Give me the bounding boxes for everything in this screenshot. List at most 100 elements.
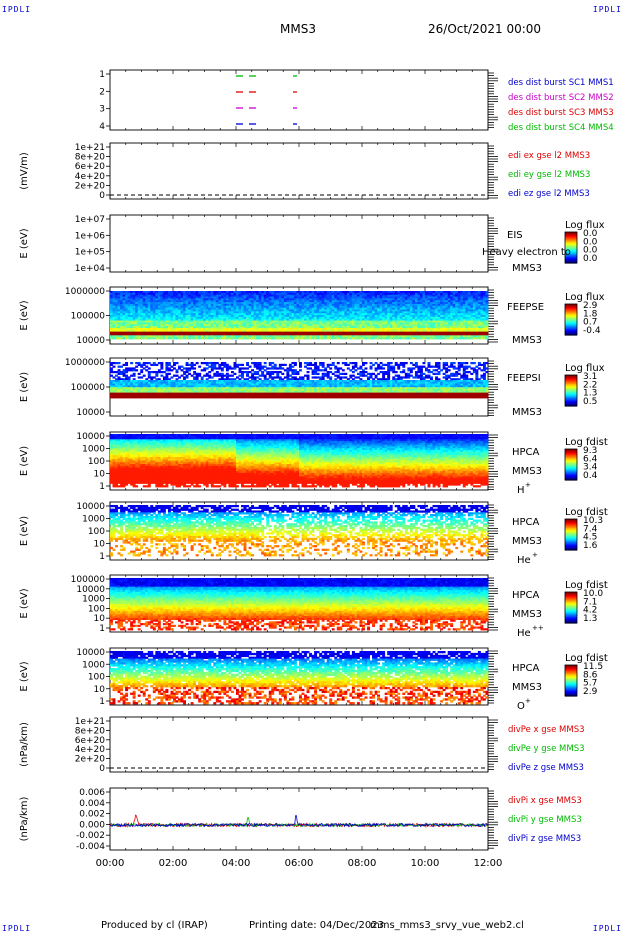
panel6-ytick: 10000 [76, 502, 105, 512]
panel7-ytick: 10 [94, 614, 106, 624]
panel10-ylabel: (nPa/km) [19, 797, 30, 842]
panel8-ytick: 10000 [76, 648, 105, 658]
date-title: 26/Oct/2021 00:00 [428, 22, 541, 36]
panel2-spacecraft: MMS3 [512, 263, 542, 274]
panel1-legend-item: edi ex gse l2 MMS3 [508, 151, 590, 161]
panel7-ytick: 10000 [76, 585, 105, 595]
panel5-species-charge: + [525, 481, 531, 489]
panel6-cbtitle: Log fdist [565, 507, 608, 518]
panel10-ytick: 0.004 [79, 799, 105, 809]
panel2-ytick: 1e+04 [75, 264, 106, 274]
panel5-cbtick: 3.4 [583, 463, 598, 473]
panel10-legend-item: divPi x gse MMS3 [508, 796, 582, 806]
panel5-ytick: 1 [99, 482, 105, 492]
panel1-legend-item: edi ey gse l2 MMS3 [508, 170, 590, 180]
panel5-cbtick: 0.4 [583, 471, 598, 481]
panel6-ytick: 100 [88, 527, 105, 537]
time-axis-label: 08:00 [348, 858, 377, 869]
panel9-ylabel: (nPa/km) [19, 722, 30, 767]
panel2-cbtick: 0.0 [583, 246, 598, 256]
panel0-ytick: 2 [99, 87, 105, 97]
panel2-cbtick: 0.0 [583, 229, 598, 239]
panel2-instrument: EIS [507, 230, 523, 241]
panel1-frame [109, 142, 489, 200]
panel1-ytick: 8e+20 [75, 153, 106, 163]
panel4-ytick: 100000 [71, 383, 106, 393]
panel9-ytick: 4e+20 [75, 745, 106, 755]
panel3-spacecraft: MMS3 [512, 335, 542, 346]
panel7-instrument: HPCA [512, 590, 540, 601]
panel6-ytick: 10 [94, 540, 106, 550]
panel9-ytick: 1e+21 [75, 717, 105, 727]
panel2-cbtick: 0.0 [583, 237, 598, 247]
panel9-legend-item: divPe z gse MMS3 [508, 763, 584, 773]
panel5-ytick: 100 [88, 457, 105, 467]
panel8-cbtick: 11.5 [583, 662, 603, 672]
panel3-spectrogram [110, 291, 489, 340]
panel0-ytick: 3 [99, 105, 105, 115]
panel0-ytick: 4 [99, 122, 105, 132]
panel7-cbtick: 7.1 [583, 597, 597, 607]
panel8-ytick: 1000 [82, 660, 105, 670]
corner-label-bl: IPDLI [2, 924, 31, 933]
time-axis-label: 02:00 [159, 858, 188, 869]
panel10-ytick: -0.004 [76, 842, 105, 852]
panel10-ytick: 0.000 [79, 820, 105, 830]
panel8-ytick: 1 [99, 697, 105, 707]
panel3-cbtick: 1.8 [583, 309, 598, 319]
corner-label-br: IPDLI [593, 924, 622, 933]
panel9-frame [109, 716, 489, 773]
panel3-cbtick: 0.7 [583, 318, 597, 328]
panel0-legend-item: des dist burst SC1 MMS1 [508, 78, 614, 88]
panel1-ytick: 1e+21 [75, 143, 105, 153]
footer-printing-date: Printing date: 04/Dec/2023 [249, 920, 384, 931]
panel3-ytick: 1000000 [65, 287, 105, 297]
panel6-species: He [517, 555, 531, 566]
panel8-cbtick: 2.9 [583, 687, 598, 697]
panel2-colorbar [564, 231, 578, 264]
panel3-cbtick: 2.9 [583, 301, 598, 311]
panel10-legend-item: divPi y gse MMS3 [508, 815, 582, 825]
panel0-legend-item: des dist burst SC4 MMS4 [508, 123, 614, 133]
panel10-ytick: 0.002 [79, 810, 105, 820]
time-axis-label: 12:00 [474, 858, 503, 869]
panel4-instrument: FEEPSI [507, 373, 541, 384]
panel9-ytick: 2e+20 [75, 755, 106, 765]
panel7-spacecraft: MMS3 [512, 609, 542, 620]
panel5-spacecraft: MMS3 [512, 466, 542, 477]
panel3-instrument: FEEPSE [507, 302, 544, 313]
panel7-spectrogram [110, 578, 489, 631]
panel5-ytick: 1000 [82, 445, 105, 455]
panel0-legend-item: des dist burst SC2 MMS2 [508, 93, 614, 103]
panel5-instrument: HPCA [512, 447, 540, 458]
panel2-ylabel: E (eV) [19, 228, 30, 258]
panel5-species: H [517, 485, 525, 496]
panel6-cbtick: 1.6 [583, 541, 598, 551]
panel5-ylabel: E (eV) [19, 446, 30, 476]
panel4-ytick: 10000 [76, 408, 105, 418]
panel6-cbtick: 4.5 [583, 533, 597, 543]
panel1-ytick: 0 [99, 191, 105, 201]
panel6-instrument: HPCA [512, 517, 540, 528]
panel8-spacecraft: MMS3 [512, 682, 542, 693]
panel4-colorbar [564, 374, 578, 407]
panel7-cbtick: 4.2 [583, 606, 597, 616]
panel7-species-charge: ++ [532, 624, 544, 632]
panel2-cbtick: 0.0 [583, 254, 598, 264]
panel7-cbtick: 10.0 [583, 589, 603, 599]
panel4-spacecraft: MMS3 [512, 407, 542, 418]
panel6-spacecraft: MMS3 [512, 536, 542, 547]
corner-label-tl: IPDLI [2, 5, 31, 14]
panel1-ytick: 6e+20 [75, 162, 106, 172]
panel7-ylabel: E (eV) [19, 588, 30, 618]
time-axis-label: 10:00 [411, 858, 440, 869]
panel7-ytick: 1 [99, 624, 105, 634]
panel10-ytick: -0.002 [76, 831, 105, 841]
panel5-spectrogram [110, 434, 489, 488]
panel6-spectrogram [110, 505, 489, 557]
divpi-series-z [109, 815, 488, 828]
panel3-ytick: 10000 [76, 336, 105, 346]
panel7-ytick: 100000 [71, 575, 106, 585]
panel8-spectrogram [110, 651, 489, 705]
